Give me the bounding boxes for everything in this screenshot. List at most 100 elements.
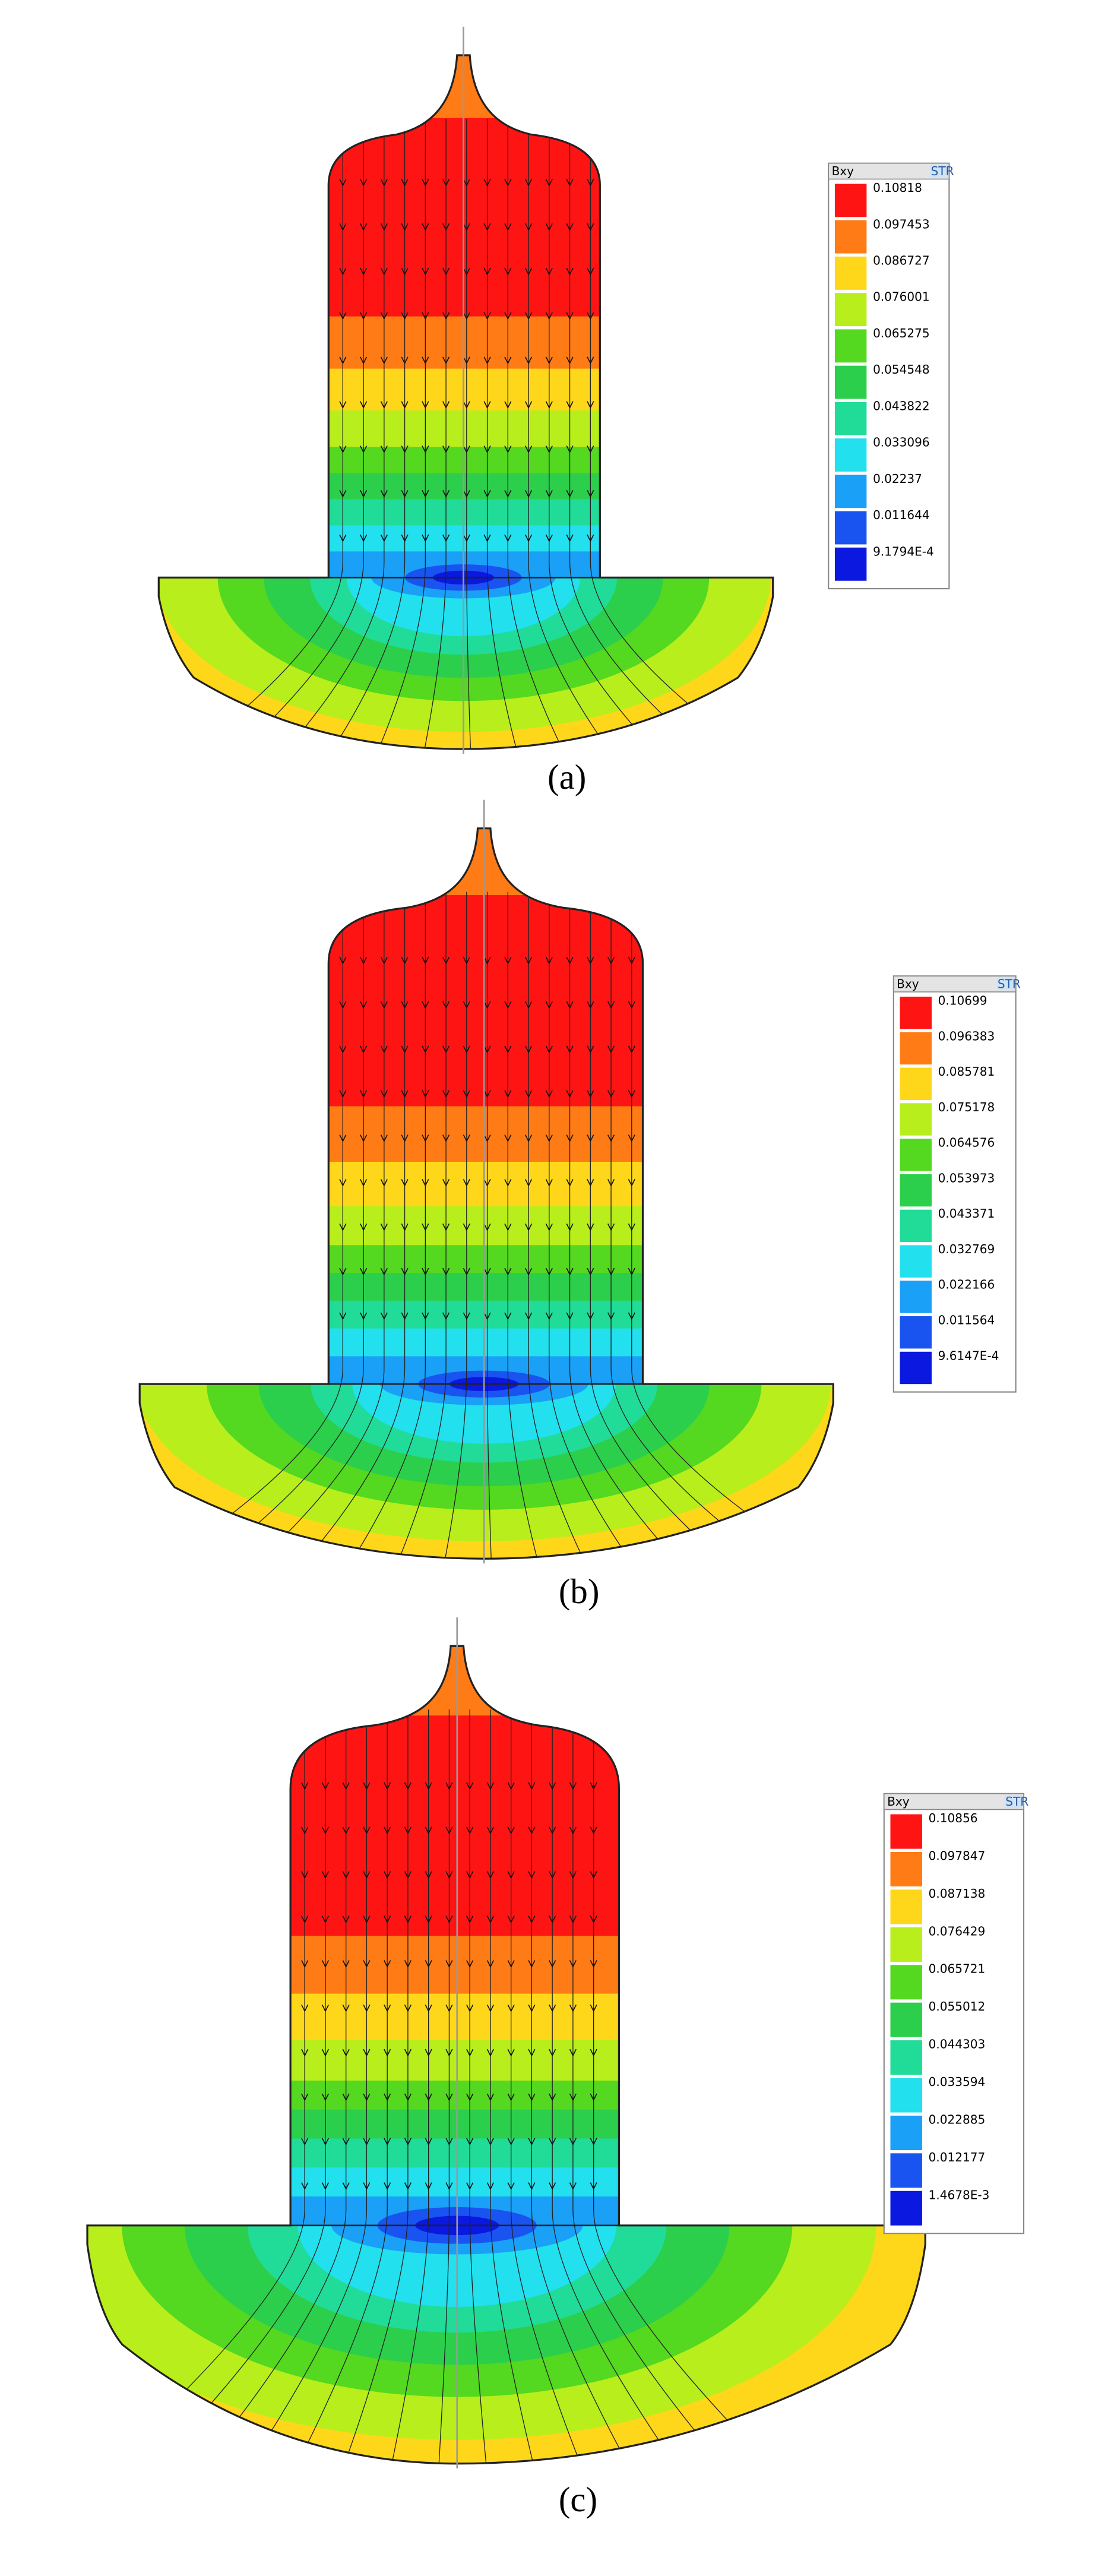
arrow-head <box>504 445 512 454</box>
arrow-head <box>628 1312 635 1320</box>
arrow-head <box>566 267 574 276</box>
arrow-head <box>384 2049 391 2057</box>
panel: Bxy STR 0.10818 0.097453 0.086727 0.076001 0.0… <box>157 26 954 796</box>
arrow-head <box>549 1916 556 1924</box>
arrow-head <box>483 1223 491 1231</box>
legend-swatch <box>900 1067 932 1101</box>
arrow-head <box>363 2049 371 2057</box>
arrow-head <box>587 1001 594 1009</box>
arrow-head <box>401 1045 409 1054</box>
arrow-head <box>339 1268 347 1276</box>
field-line <box>528 892 591 1559</box>
arrow-head <box>401 534 409 542</box>
arrow-head <box>628 1268 635 1276</box>
wing-contours <box>87 2225 926 2464</box>
arrow-head <box>401 1134 409 1143</box>
arrow-head <box>442 1223 450 1231</box>
arrow-head <box>339 1179 347 1187</box>
arrow-head <box>360 1223 368 1231</box>
arrow-head <box>342 1826 350 1835</box>
arrow-head <box>425 2138 432 2146</box>
arrow-head <box>380 956 388 965</box>
legend-label: 0.076001 <box>873 290 930 304</box>
arrow-head <box>628 1001 635 1009</box>
arrow-head <box>545 179 553 187</box>
arrow-head <box>321 2093 329 2101</box>
arrow-head <box>425 2049 432 2057</box>
legend-label: 0.064576 <box>938 1136 995 1150</box>
caption: (a) <box>547 758 586 796</box>
arrow-head <box>590 1960 597 1968</box>
arrow-head <box>590 2093 597 2101</box>
field-line <box>486 892 492 1559</box>
arrow-head <box>363 2182 371 2191</box>
arrow-head <box>628 956 635 965</box>
arrow-head <box>404 2138 412 2146</box>
arrow-head <box>401 1179 409 1187</box>
arrow-head <box>486 1960 494 1968</box>
arrow-head <box>442 223 450 231</box>
arrow-head <box>569 1871 577 1879</box>
wing-contours <box>159 577 773 750</box>
legend-label: 0.096383 <box>938 1029 995 1043</box>
arrow-head <box>590 2049 597 2057</box>
arrow-head <box>342 2004 350 2012</box>
arrow-head <box>486 1826 494 1835</box>
arrow-head <box>339 534 347 542</box>
arrow-head <box>524 1268 533 1276</box>
arrow-head <box>445 1960 453 1968</box>
arrow-head <box>504 356 512 365</box>
field-line <box>507 118 571 750</box>
arrow-head <box>607 1045 615 1054</box>
arrow-head <box>360 490 368 498</box>
arrow-head <box>422 490 429 498</box>
arrow-head <box>384 1826 391 1835</box>
arrow-head <box>587 1312 594 1320</box>
arrow-head <box>384 1916 391 1924</box>
arrow-head <box>504 534 512 542</box>
arrow-head <box>545 1312 553 1320</box>
arrow-head <box>566 445 574 454</box>
legend-label: 0.033594 <box>929 2075 986 2089</box>
legend-label: 0.011564 <box>938 1313 995 1327</box>
arrow-head <box>380 1090 388 1098</box>
arrow-head <box>463 1134 470 1143</box>
arrow-head <box>363 1826 371 1835</box>
arrow-head <box>422 1179 429 1187</box>
arrow-head <box>401 1001 409 1009</box>
arrow-head <box>321 2049 329 2057</box>
arrow-head <box>590 1826 597 1835</box>
arrow-head <box>524 1001 533 1009</box>
legend-swatch <box>890 1927 922 1962</box>
arrow-head <box>504 1312 512 1320</box>
arrow-head <box>380 1223 388 1231</box>
field-line <box>466 118 471 750</box>
arrow-head <box>401 1223 409 1231</box>
arrow-head <box>507 1960 515 1968</box>
arrow-head <box>360 312 368 320</box>
arrow-head <box>566 534 574 542</box>
arrow-head <box>404 1916 412 1924</box>
arrow-head <box>339 356 347 365</box>
arrow-head <box>380 1179 388 1187</box>
arrow-head <box>445 2093 453 2101</box>
arrow-head <box>463 1045 470 1054</box>
arrow-head <box>360 534 368 542</box>
arrow-head <box>404 2182 412 2191</box>
arrow-head <box>342 2093 350 2101</box>
arrow-head <box>524 490 533 498</box>
arrow-head <box>587 534 594 542</box>
arrow-head <box>425 1871 432 1879</box>
arrow-head <box>507 1916 515 1924</box>
legend-swatch <box>900 1139 932 1171</box>
arrow-head <box>360 401 368 409</box>
arrow-head <box>507 1871 515 1879</box>
arrow-head <box>628 1090 635 1098</box>
arrow-head <box>339 1134 347 1143</box>
arrow-head <box>569 1916 577 1924</box>
arrow-head <box>507 2138 515 2146</box>
arrow-head <box>545 956 553 965</box>
arrow-head <box>524 1179 533 1187</box>
arrow-head <box>504 1179 512 1187</box>
arrow-head <box>384 2182 391 2191</box>
